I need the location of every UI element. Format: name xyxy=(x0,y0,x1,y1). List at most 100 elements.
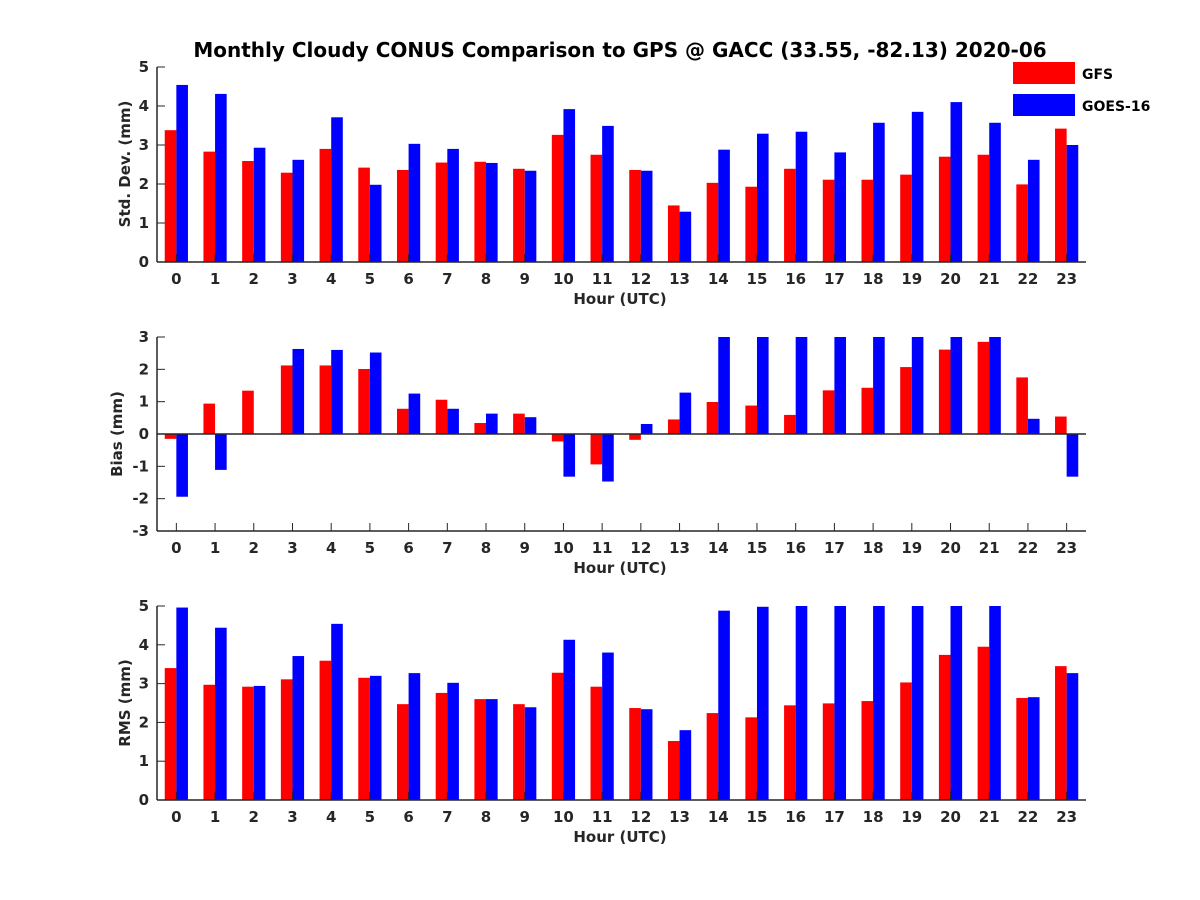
bias-bar-gfs-20 xyxy=(938,349,951,434)
rms-bar-gfs-9 xyxy=(513,704,525,800)
std-dev-y-tick-label: 3 xyxy=(139,136,149,154)
rms-bar-goes-16-13 xyxy=(679,730,692,800)
std-dev-x-tick-label: 7 xyxy=(442,270,452,288)
rms-x-axis-label: Hour (UTC) xyxy=(573,828,666,846)
rms-bar-goes-16-6 xyxy=(408,673,421,800)
std-dev-x-tick-label: 11 xyxy=(592,270,613,288)
bias-bar-gfs-11 xyxy=(590,434,603,465)
rms-x-tick-label: 5 xyxy=(365,808,375,826)
std-dev-bar-gfs-17 xyxy=(822,179,835,262)
rms-axes xyxy=(156,606,1086,801)
std-dev-bar-goes-16-4 xyxy=(331,117,343,262)
bias-bar-gfs-1 xyxy=(203,403,216,434)
bias-y-tick-label: -3 xyxy=(132,522,149,540)
std-dev-x-tick-label: 21 xyxy=(979,270,1000,288)
std-dev-bar-goes-16-2 xyxy=(253,147,266,262)
std-dev-x-tick-label: 18 xyxy=(863,270,884,288)
std-dev-y-axis-label: Std. Dev. (mm) xyxy=(116,101,134,228)
bias-bar-gfs-0 xyxy=(164,434,177,439)
bias-bar-goes-16-3 xyxy=(292,348,305,434)
bias-x-tick-label: 18 xyxy=(863,539,884,557)
rms-x-tick-label: 1 xyxy=(210,808,220,826)
legend-label-goes-16: GOES-16 xyxy=(1082,99,1150,115)
rms-bar-goes-16-7 xyxy=(447,682,459,800)
rms-x-tick-label: 17 xyxy=(824,808,845,826)
rms-bar-gfs-4 xyxy=(319,660,332,800)
rms-bar-goes-16-18 xyxy=(873,606,885,800)
legend-label-gfs: GFS xyxy=(1082,67,1113,83)
bias-y-axis-label: Bias (mm) xyxy=(108,391,126,477)
rms-bar-goes-16-15 xyxy=(756,606,769,800)
bias-x-tick-label: 15 xyxy=(747,539,768,557)
std-dev-y-ticks: 0 1 2 3 4 5 xyxy=(139,58,165,271)
bias-bar-goes-16-10 xyxy=(563,434,576,477)
rms-y-tick-label: 5 xyxy=(139,597,149,615)
bias-bar-gfs-16 xyxy=(784,414,796,434)
std-dev-x-tick-label: 3 xyxy=(287,270,297,288)
std-dev-x-tick-label: 5 xyxy=(365,270,375,288)
bias-bar-goes-16-4 xyxy=(331,349,343,434)
bias-x-tick-label: 9 xyxy=(520,539,530,557)
std-dev-x-tick-label: 23 xyxy=(1056,270,1077,288)
rms-y-ticks: 0 1 2 3 4 5 xyxy=(139,597,165,809)
bias-y-tick-label: 3 xyxy=(139,328,149,346)
bias-bar-goes-16-17 xyxy=(834,337,847,434)
bias-x-tick-label: 20 xyxy=(940,539,961,557)
rms-bar-goes-16-23 xyxy=(1066,673,1079,800)
rms-bar-gfs-17 xyxy=(822,703,835,800)
bias-x-tick-label: 14 xyxy=(708,539,729,557)
std-dev-x-tick-label: 0 xyxy=(171,270,181,288)
rms-bar-gfs-18 xyxy=(861,701,874,800)
std-dev-x-tick-label: 15 xyxy=(747,270,768,288)
bias-x-tick-label: 17 xyxy=(824,539,845,557)
std-dev-bar-goes-16-8 xyxy=(486,162,498,262)
rms-x-tick-label: 16 xyxy=(785,808,806,826)
rms-bar-gfs-7 xyxy=(435,692,448,800)
rms-bar-gfs-0 xyxy=(164,668,177,800)
bias-x-tick-label: 2 xyxy=(249,539,259,557)
std-dev-bar-goes-16-3 xyxy=(292,159,305,262)
rms-bar-goes-16-21 xyxy=(989,606,1001,800)
std-dev-bar-gfs-12 xyxy=(629,169,641,262)
legend-swatch-goes-16 xyxy=(1013,94,1075,116)
std-dev-y-tick-label: 5 xyxy=(139,58,149,76)
std-dev-x-tick-label: 8 xyxy=(481,270,491,288)
std-dev-bar-gfs-19 xyxy=(900,174,912,262)
bias-x-tick-label: 8 xyxy=(481,539,491,557)
rms-bar-gfs-16 xyxy=(784,705,796,800)
rms-bar-goes-16-14 xyxy=(718,610,730,800)
std-dev-x-tick-label: 1 xyxy=(210,270,220,288)
rms-bar-goes-16-12 xyxy=(640,709,653,800)
std-dev-bar-goes-16-22 xyxy=(1027,159,1040,262)
std-dev-bar-goes-16-14 xyxy=(718,149,730,262)
bias-x-tick-label: 10 xyxy=(553,539,574,557)
rms-bar-goes-16-9 xyxy=(524,707,537,800)
bias-x-tick-label: 12 xyxy=(630,539,651,557)
rms-bar-gfs-13 xyxy=(667,741,680,800)
rms-x-tick-label: 11 xyxy=(592,808,613,826)
bias-y-tick-label: -2 xyxy=(132,490,149,508)
std-dev-bar-goes-16-12 xyxy=(640,170,653,262)
rms-x-tick-label: 6 xyxy=(403,808,413,826)
bias-bar-gfs-3 xyxy=(280,365,293,434)
rms-bars xyxy=(164,606,1079,800)
bias-bar-goes-16-1 xyxy=(215,434,227,470)
rms-bar-goes-16-5 xyxy=(369,675,382,800)
rms-x-tick-label: 21 xyxy=(979,808,1000,826)
bias-bars xyxy=(164,337,1079,497)
bias-bar-gfs-2 xyxy=(242,390,254,434)
bias-x-tick-label: 13 xyxy=(669,539,690,557)
bias-bar-goes-16-22 xyxy=(1027,418,1040,434)
bias-bar-gfs-7 xyxy=(435,399,448,434)
rms-bar-gfs-2 xyxy=(242,686,254,800)
std-dev-bar-goes-16-9 xyxy=(524,170,537,262)
bias-y-tick-label: -1 xyxy=(132,457,149,475)
bias-bar-gfs-8 xyxy=(474,423,487,434)
legend: GFS GOES-16 xyxy=(1013,62,1150,116)
rms-y-axis-label: RMS (mm) xyxy=(116,659,134,746)
bias-x-tick-label: 3 xyxy=(287,539,297,557)
std-dev-bar-goes-16-5 xyxy=(369,184,382,262)
std-dev-bar-gfs-3 xyxy=(280,172,293,262)
std-dev-x-tick-label: 17 xyxy=(824,270,845,288)
